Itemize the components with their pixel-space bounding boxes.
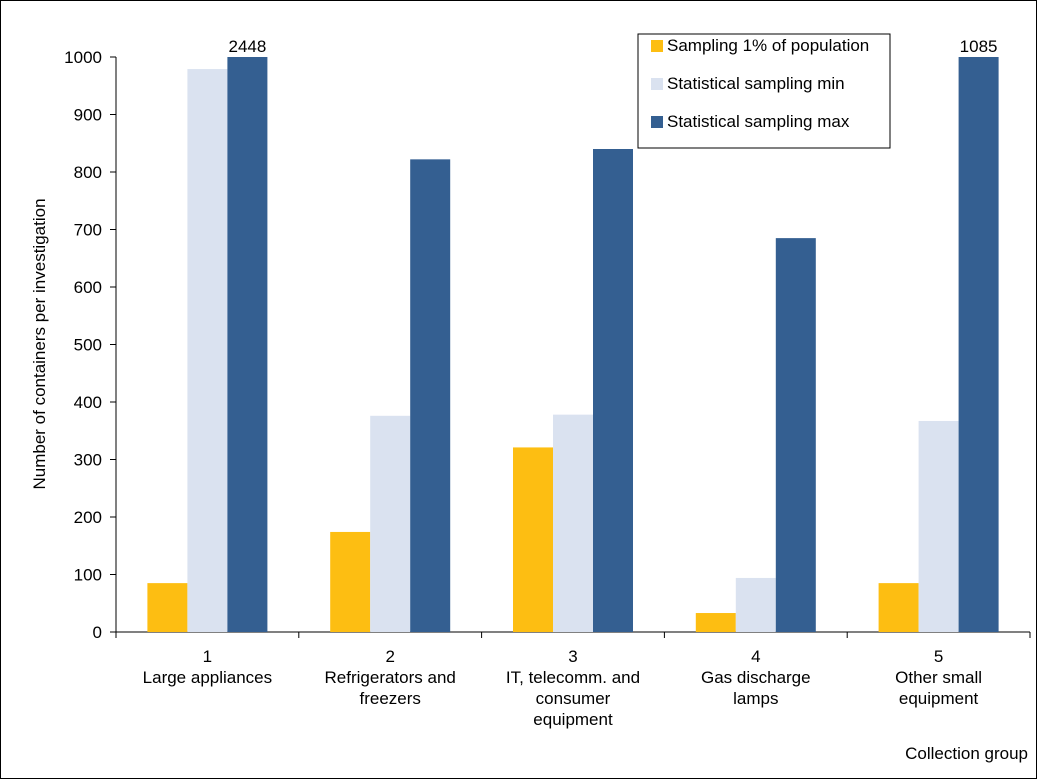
legend-box	[637, 33, 891, 149]
y-tick-label: 200	[74, 508, 102, 527]
bar	[593, 149, 633, 632]
y-tick-label: 1000	[64, 48, 102, 67]
bar	[370, 415, 411, 632]
bar	[227, 57, 268, 632]
bar	[553, 414, 593, 632]
y-tick-label: 0	[93, 623, 102, 642]
legend-label: Statistical sampling max	[667, 112, 850, 131]
legend-label: Sampling 1% of population	[667, 36, 869, 55]
x-category-label: 1 Large appliances	[143, 647, 272, 687]
y-tick-label: 400	[74, 393, 102, 412]
legend-swatch	[651, 78, 663, 90]
bar	[918, 420, 959, 632]
bar	[147, 583, 188, 632]
bar	[187, 69, 228, 632]
y-tick-label: 600	[74, 278, 102, 297]
bar	[775, 238, 816, 632]
bar	[513, 447, 553, 632]
bar	[735, 577, 776, 632]
data-label: 1085	[960, 37, 998, 56]
y-tick-label: 700	[74, 221, 102, 240]
legend: Sampling 1% of population Statistical sam…	[637, 33, 891, 149]
x-axis-title: Collection group	[905, 744, 1028, 763]
y-tick-label: 100	[74, 566, 102, 585]
bar	[878, 583, 919, 632]
x-axis: 1 Large appliances 2 Refrigerators and freez…	[115, 631, 1031, 729]
bars	[147, 57, 999, 632]
y-tick-label: 500	[74, 336, 102, 355]
x-category-label: 4 Gas discharge lamps	[701, 647, 811, 708]
legend-label: Statistical sampling min	[667, 74, 845, 93]
data-labels: 2448 1085	[228, 37, 997, 56]
y-tick-label: 800	[74, 163, 102, 182]
y-axis-title: Number of containers per investigation	[30, 198, 49, 489]
bar	[410, 159, 451, 632]
y-tick-label: 900	[74, 106, 102, 125]
bar	[695, 613, 736, 632]
y-tick-label: 300	[74, 451, 102, 470]
x-category-label: 2 Refrigerators and freezers	[325, 647, 456, 708]
x-category-label: 3 IT, telecomm. and consumer equipment	[506, 647, 640, 729]
legend-swatch	[651, 40, 663, 52]
bar	[330, 531, 371, 632]
legend-swatch	[651, 116, 663, 128]
bar	[958, 57, 999, 632]
x-category-label: 5 Other small equipment	[895, 647, 982, 708]
data-label: 2448	[228, 37, 266, 56]
y-axis: 0 100 200 300 400 500 600 700 800 900 1000	[64, 48, 117, 642]
